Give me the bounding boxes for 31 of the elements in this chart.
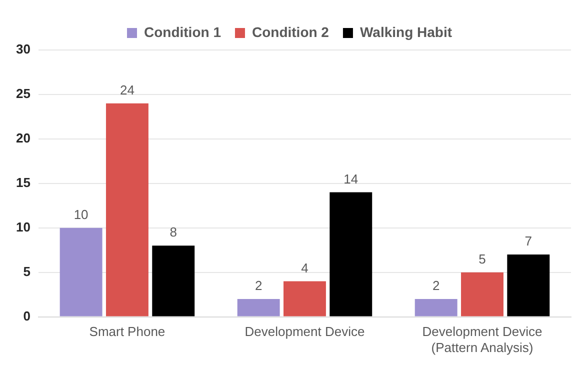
legend-label: Walking Habit [360,24,452,40]
y-tick-label: 10 [16,219,30,234]
data-label: 24 [120,82,134,98]
data-label: 8 [170,224,177,240]
y-tick-label: 30 [16,42,30,57]
bar [461,272,504,316]
x-tick-label: Smart Phone [89,324,166,340]
bar [237,299,280,316]
legend-label: Condition 2 [252,24,330,40]
y-tick-label: 20 [16,130,30,146]
y-tick-label: 0 [23,308,30,324]
data-label: 10 [74,206,88,222]
bar [284,281,326,316]
data-label: 5 [478,251,486,266]
bar [330,192,372,316]
bar [414,299,458,316]
x-tick-label: Development Device (Pattern Analysis) [422,324,542,355]
legend-label: Condition 1 [144,24,222,40]
bar [106,103,148,316]
data-label: 2 [432,278,440,294]
y-tick-label: 15 [16,174,30,190]
bar [152,246,195,316]
x-tick-label: Development Device [244,324,365,340]
y-tick-label: 5 [23,264,30,279]
data-label: 2 [254,278,262,294]
y-tick-label: 25 [16,86,30,102]
data-label: 4 [301,260,308,276]
bar [60,228,102,316]
data-label: 14 [344,171,358,186]
bar [507,254,550,316]
data-label: 7 [524,234,532,249]
